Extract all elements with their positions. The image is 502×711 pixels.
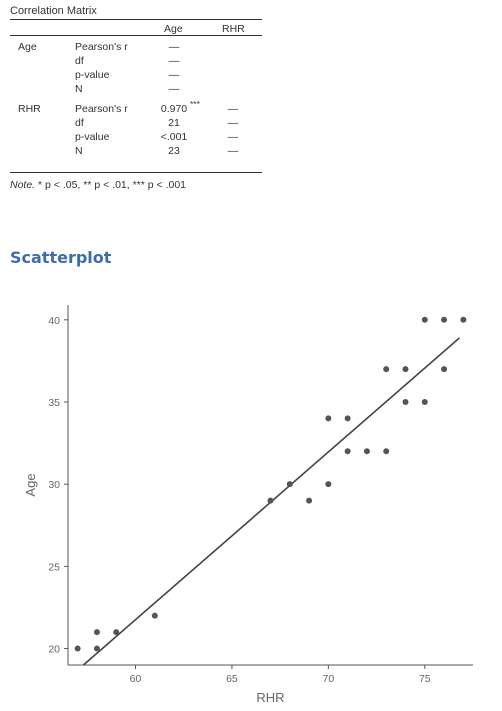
data-point [113,629,120,636]
table-cell: — [168,55,180,67]
stat-label: p-value [75,131,110,143]
data-point [267,497,274,504]
data-point [402,398,409,405]
data-point [344,448,351,455]
data-point [306,497,313,504]
data-point [460,316,467,323]
table-cell: 0.970 [160,103,188,115]
data-point [441,366,448,373]
table-title: Correlation Matrix [10,5,97,17]
y-tick-label: 20 [48,644,60,656]
column-header-rhr: RHR [222,23,245,35]
y-tick-label: 25 [48,561,60,573]
stat-label: Pearson's r [75,41,128,53]
y-tick-label: 40 [48,315,60,327]
note-text: * p < .05, ** p < .01, *** p < .001 [35,179,187,191]
table-cell: 21 [168,117,180,129]
table-cell: — [227,103,239,115]
x-tick-label: 75 [419,673,431,685]
row-variable-rhr: RHR [18,103,41,115]
data-point [286,481,293,488]
table-cell: — [227,117,239,129]
table-cell: — [168,41,180,53]
data-point [74,645,81,652]
table-note: Note. * p < .05, ** p < .01, *** p < .00… [10,179,262,191]
data-point [441,316,448,323]
table-cell: — [227,131,239,143]
data-point [93,629,100,636]
x-tick-label: 70 [323,673,335,685]
x-tick-label: 60 [130,673,142,685]
stat-label: Pearson's r [75,103,128,115]
stat-label: df [75,117,84,129]
data-point [383,448,390,455]
table-cell: <.001 [160,131,188,143]
scatterplot-heading: Scatterplot [10,248,112,267]
y-tick-label: 35 [48,397,60,409]
table-bottom-rule [10,172,262,173]
stat-label: df [75,55,84,67]
data-point [151,612,158,619]
data-point [344,415,351,422]
row-variable-age: Age [18,41,37,53]
stat-label: p-value [75,69,110,81]
correlation-matrix: Correlation Matrix Age RHR Age Pearson's … [10,4,262,191]
table-cell: — [227,145,239,157]
data-point [325,481,332,488]
scatterplot: 60 65 70 75 20 25 30 35 40 RHR Age [23,305,473,705]
stat-label: N [75,145,83,157]
table-header-rule [10,35,262,36]
data-point [421,316,428,323]
note-label: Note. [10,179,36,191]
data-point [402,366,409,373]
data-point [383,366,390,373]
data-point [363,448,370,455]
x-tick-label: 65 [226,673,238,685]
table-cell: — [168,69,180,81]
table-top-rule [10,19,262,20]
data-point [421,398,428,405]
stat-label: N [75,83,83,95]
data-point [93,645,100,652]
table-body: Age Pearson's r — df — p-value — N — RHR Pearson's… [10,36,262,172]
table-cell: 23 [168,145,180,157]
column-header-age: Age [164,23,183,35]
table-header: Age RHR [10,20,262,35]
x-axis-label: RHR [256,690,284,705]
data-point [325,415,332,422]
y-tick-label: 30 [48,479,60,491]
significance-stars: *** [190,99,200,109]
y-axis-label: Age [23,473,38,496]
table-cell: — [168,83,180,95]
